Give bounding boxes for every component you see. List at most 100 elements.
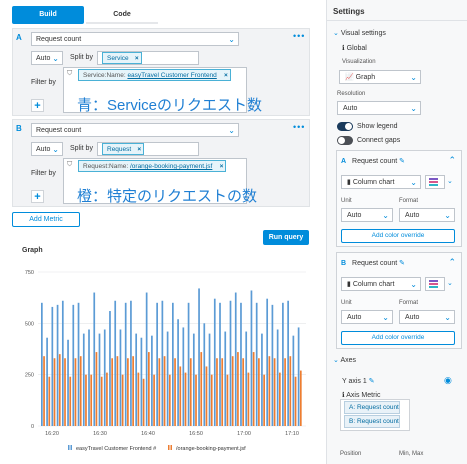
- bar-series-b: [79, 356, 82, 426]
- bar-series-b: [69, 376, 72, 426]
- connect-gaps-toggle[interactable]: [337, 136, 353, 145]
- chevron-down-icon: ⌄: [333, 357, 339, 364]
- info-icon: ℹ: [342, 392, 345, 399]
- format-value: Auto: [405, 212, 420, 219]
- column-chart-icon: ▮: [347, 281, 351, 288]
- chevron-up-icon[interactable]: ⌃: [448, 155, 456, 165]
- bar-series-b: [127, 358, 129, 426]
- bar-series-b: [263, 374, 265, 426]
- filter-chip[interactable]: Service:Name: easyTravel Customer Fronte…: [78, 69, 231, 81]
- filter-key: Service:Name:: [83, 72, 126, 79]
- bar-series-a: [229, 300, 232, 426]
- metric-select[interactable]: Request count ⌄: [31, 123, 239, 137]
- bar-series-a: [282, 302, 284, 426]
- filter-chip[interactable]: Request:Name: /orange-booking-payment.js…: [78, 160, 227, 172]
- bar-series-a: [271, 304, 274, 426]
- color-palette-picker[interactable]: [425, 277, 445, 291]
- bar-series-b: [58, 354, 61, 426]
- more-options-icon[interactable]: •••: [293, 122, 306, 132]
- bar-series-a: [77, 302, 80, 426]
- axis-metric-chip-b[interactable]: B: Request count: [344, 415, 400, 428]
- pencil-icon[interactable]: ✎: [399, 158, 405, 165]
- split-by-chip[interactable]: Request ×: [102, 143, 145, 155]
- query-panel-a: A Request count ⌄ ••• Auto ⌄ Split by Se…: [12, 28, 310, 116]
- format-select[interactable]: Auto ⌄: [399, 310, 455, 324]
- pencil-icon[interactable]: ✎: [399, 260, 405, 267]
- visualization-select[interactable]: 📈 Graph ⌄: [339, 70, 421, 84]
- close-icon[interactable]: ×: [137, 146, 142, 153]
- query-panel-b: B Request count ⌄ ••• Auto ⌄ Split by Re…: [12, 119, 310, 207]
- show-legend-toggle[interactable]: [337, 122, 353, 131]
- resolution-value: Auto: [343, 105, 358, 112]
- aggregation-select[interactable]: Auto ⌄: [31, 142, 63, 156]
- axis-metric-label: Axis Metric: [346, 392, 381, 399]
- close-icon[interactable]: ×: [219, 163, 224, 170]
- bar-series-a: [124, 302, 127, 426]
- show-legend-label: Show legend: [357, 123, 398, 130]
- chevron-up-icon[interactable]: ⌃: [448, 257, 456, 267]
- close-icon[interactable]: ×: [134, 55, 139, 62]
- axis-metric-chip-a[interactable]: A: Request count: [344, 401, 400, 414]
- eye-icon[interactable]: ◉: [444, 375, 452, 385]
- bar-series-a: [135, 333, 138, 426]
- chevron-down-icon[interactable]: ⌄: [447, 280, 453, 287]
- aggregation-value: Auto: [36, 146, 51, 153]
- visual-settings-label: Visual settings: [340, 30, 386, 37]
- tab-code[interactable]: Code: [86, 6, 158, 24]
- add-filter-button[interactable]: +: [31, 99, 44, 112]
- add-color-override-button[interactable]: Add color override: [341, 229, 455, 243]
- bar-series-b: [153, 374, 155, 426]
- chart-type-select[interactable]: ▮ Column chart ⌄: [341, 175, 421, 189]
- y-axis-label: Y axis 1: [342, 378, 367, 385]
- metric-select[interactable]: Request count ⌄: [31, 32, 239, 46]
- format-select[interactable]: Auto ⌄: [399, 208, 455, 222]
- chevron-down-icon: ⌄: [52, 54, 59, 63]
- unit-value: Auto: [347, 212, 362, 219]
- bar-series-a: [250, 290, 253, 426]
- add-color-override-button[interactable]: Add color override: [341, 331, 455, 345]
- bar-series-a: [67, 339, 69, 426]
- visual-settings-header[interactable]: ⌄ Visual settings: [333, 29, 386, 37]
- unit-select[interactable]: Auto ⌄: [341, 208, 393, 222]
- unit-select[interactable]: Auto ⌄: [341, 310, 393, 324]
- add-metric-button[interactable]: Add Metric: [12, 212, 80, 227]
- bar-series-b: [299, 370, 302, 426]
- chart-type-select[interactable]: ▮ Column chart ⌄: [341, 277, 421, 291]
- close-icon[interactable]: ×: [224, 72, 228, 79]
- bar-series-b: [226, 374, 229, 426]
- chevron-down-icon[interactable]: ⌄: [447, 178, 453, 185]
- add-filter-button[interactable]: +: [31, 190, 44, 203]
- chevron-down-icon: ⌄: [228, 35, 235, 44]
- color-palette-picker[interactable]: [425, 175, 445, 189]
- split-by-chip[interactable]: Service ×: [102, 52, 142, 64]
- chevron-down-icon: ⌄: [444, 313, 451, 322]
- unit-label: Unit: [341, 198, 352, 204]
- chevron-down-icon: ⌄: [333, 30, 339, 37]
- bar-series-a: [41, 302, 43, 426]
- resolution-select[interactable]: Auto ⌄: [337, 101, 421, 115]
- x-tick-label: 17:10: [285, 431, 299, 437]
- filter-by-label: Filter by: [31, 79, 56, 86]
- pencil-icon[interactable]: ✎: [368, 378, 375, 385]
- run-query-button[interactable]: Run query: [263, 230, 309, 245]
- bar-series-b: [106, 372, 108, 426]
- tab-build[interactable]: Build: [12, 6, 84, 24]
- bar-series-a: [172, 302, 174, 426]
- unit-value: Auto: [347, 314, 362, 321]
- bar-series-a: [292, 335, 295, 426]
- x-tick-label: 16:40: [141, 431, 155, 437]
- bar-series-a: [219, 302, 221, 426]
- bar-series-a: [182, 327, 185, 426]
- bar-series-b: [158, 358, 161, 426]
- bar-series-b: [132, 356, 134, 426]
- bar-series-b: [200, 352, 203, 426]
- global-label: Global: [346, 45, 367, 52]
- bar-series-a: [72, 304, 75, 426]
- more-options-icon[interactable]: •••: [293, 31, 306, 41]
- chevron-down-icon: ⌄: [410, 280, 417, 289]
- global-row: ℹ Global: [342, 44, 367, 52]
- axes-header[interactable]: ⌄ Axes: [333, 356, 356, 364]
- position-label: Position: [340, 451, 362, 457]
- aggregation-select[interactable]: Auto ⌄: [31, 51, 63, 65]
- chevron-down-icon: ⌄: [52, 145, 59, 154]
